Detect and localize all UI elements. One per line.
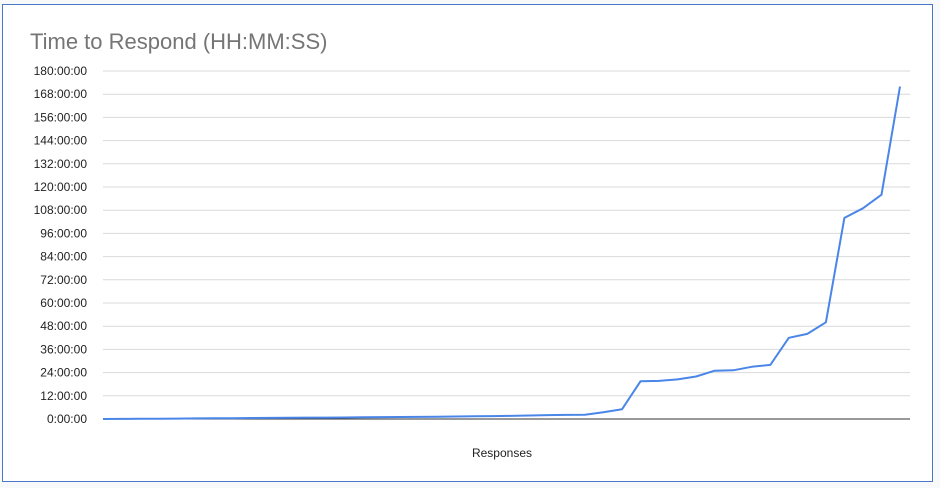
y-tick-label: 120:00:00	[34, 180, 88, 194]
y-tick-label: 12:00:00	[40, 389, 87, 403]
y-tick-label: 60:00:00	[40, 296, 87, 310]
y-tick-label: 84:00:00	[40, 250, 87, 264]
y-tick-label: 24:00:00	[40, 366, 87, 380]
y-tick-label: 180:00:00	[34, 64, 88, 78]
series-layer	[102, 86, 901, 420]
y-tick-label: 108:00:00	[34, 203, 88, 217]
gridlines	[103, 70, 910, 420]
chart-container[interactable]: Time to Respond (HH:MM:SS)	[2, 4, 933, 482]
y-tick-label: 144:00:00	[34, 134, 88, 148]
y-tick-label: 132:00:00	[34, 157, 88, 171]
y-tick-label: 168:00:00	[34, 87, 88, 101]
y-tick-label: 72:00:00	[40, 273, 87, 287]
y-tick-label: 96:00:00	[40, 226, 87, 240]
x-axis-title: Responses	[472, 446, 532, 460]
series-line	[102, 86, 901, 420]
y-tick-label: 36:00:00	[40, 342, 87, 356]
y-tick-label: 48:00:00	[40, 319, 87, 333]
chart-title: Time to Respond (HH:MM:SS)	[30, 29, 328, 54]
y-axis-ticks: 0:00:00 12:00:00 24:00:00 36:00:00 48:00:00 6…	[34, 64, 88, 426]
y-tick-label: 0:00:00	[47, 412, 87, 426]
y-tick-label: 156:00:00	[34, 110, 88, 124]
